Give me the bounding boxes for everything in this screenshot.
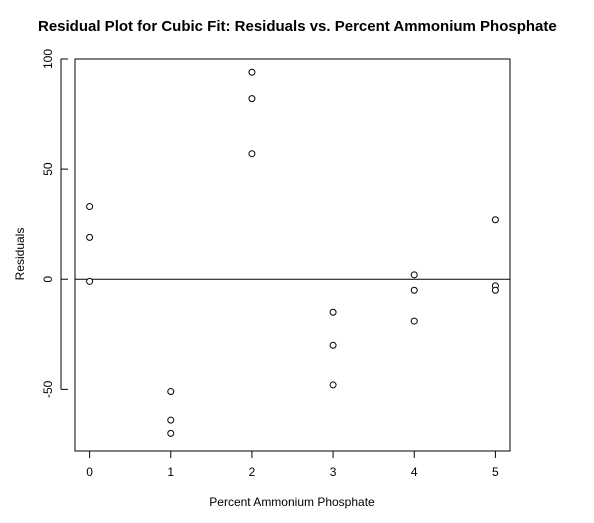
data-point	[329, 308, 337, 316]
y-tick-label: 0	[41, 276, 55, 283]
data-point	[86, 277, 94, 285]
data-point	[248, 150, 256, 158]
data-point	[167, 388, 175, 396]
data-point	[248, 68, 256, 76]
data-point	[86, 233, 94, 241]
data-point	[329, 381, 337, 389]
data-point	[248, 95, 256, 103]
y-tick-label: 100	[41, 49, 55, 69]
y-axis: -50 0 50 100	[41, 49, 68, 398]
plot-frame	[74, 58, 511, 452]
data-point	[167, 429, 175, 437]
data-point	[410, 271, 418, 279]
y-axis-label: Residuals	[13, 228, 27, 281]
data-point	[410, 286, 418, 294]
x-tick-label: 3	[330, 465, 337, 479]
x-tick-label: 1	[167, 465, 174, 479]
x-tick-label: 2	[249, 465, 256, 479]
data-point	[491, 216, 499, 224]
residual-points	[86, 68, 499, 437]
x-tick-label: 0	[86, 465, 93, 479]
data-point	[86, 203, 94, 211]
chart-title: Residual Plot for Cubic Fit: Residuals v…	[38, 18, 557, 35]
y-tick-label: 50	[41, 162, 55, 176]
x-axis-label: Percent Ammonium Phosphate	[209, 495, 375, 509]
x-tick-label: 5	[492, 465, 499, 479]
data-point	[410, 317, 418, 325]
x-axis: 0 1 2 3 4 5	[86, 450, 499, 479]
data-point	[491, 286, 499, 294]
data-point	[167, 416, 175, 424]
y-tick-label: -50	[41, 380, 55, 398]
data-point	[329, 341, 337, 349]
x-tick-label: 4	[411, 465, 418, 479]
